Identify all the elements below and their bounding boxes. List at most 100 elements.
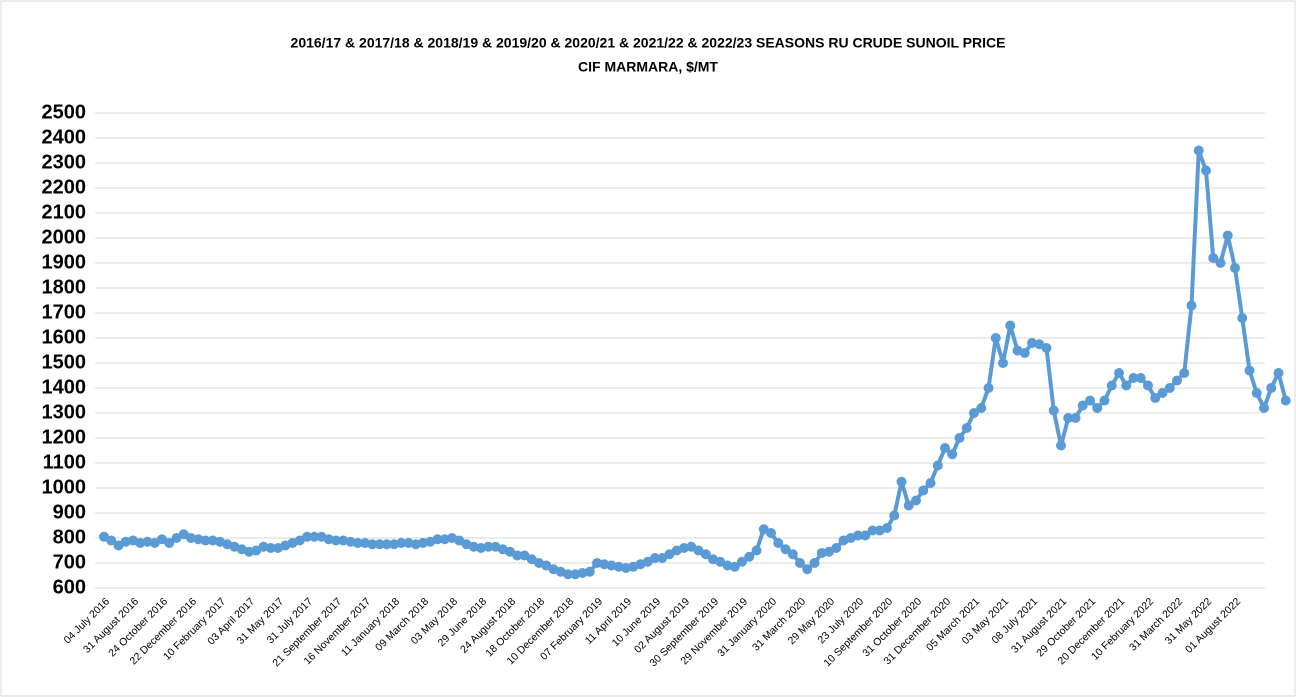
point — [1005, 320, 1016, 331]
point — [1251, 388, 1262, 398]
point — [729, 561, 740, 572]
point — [1244, 365, 1255, 376]
point — [751, 545, 762, 556]
point — [1114, 368, 1124, 378]
y-tick-label: 2400 — [42, 126, 87, 148]
point — [512, 550, 523, 561]
point — [787, 549, 798, 560]
point — [766, 528, 776, 538]
point — [1106, 380, 1117, 391]
point — [1077, 400, 1088, 411]
point — [990, 333, 1001, 343]
point — [483, 541, 494, 552]
y-tick-label: 1500 — [42, 351, 87, 373]
y-tick-label: 900 — [53, 501, 86, 523]
y-tick-label: 1300 — [42, 401, 87, 423]
y-tick-label: 800 — [53, 526, 86, 548]
point — [1128, 373, 1139, 383]
point — [1041, 343, 1052, 353]
point — [998, 358, 1008, 368]
point — [1259, 403, 1269, 413]
point — [940, 443, 950, 453]
point — [700, 549, 711, 560]
point — [1063, 413, 1074, 423]
point — [1143, 380, 1153, 391]
point — [164, 538, 175, 548]
point — [374, 539, 385, 550]
point — [889, 510, 900, 521]
point — [1150, 393, 1161, 403]
point — [1048, 405, 1059, 416]
y-tick-label: 2100 — [42, 201, 87, 223]
y-tick-label: 2000 — [42, 226, 87, 248]
point — [795, 558, 805, 568]
point — [976, 403, 987, 413]
y-tick-label: 1600 — [42, 326, 87, 348]
point — [1092, 403, 1103, 413]
point — [1070, 413, 1081, 423]
point — [809, 558, 820, 568]
point — [1222, 230, 1233, 241]
point — [983, 383, 994, 393]
y-tick-label: 2500 — [42, 101, 87, 123]
y-tick-label: 1700 — [42, 301, 87, 323]
point — [773, 538, 784, 548]
point — [802, 564, 813, 575]
y-tick-label: 1200 — [42, 426, 87, 448]
point — [947, 449, 958, 460]
y-tick-label: 1900 — [42, 251, 87, 273]
y-tick-label: 2200 — [42, 176, 87, 198]
point — [903, 500, 914, 511]
point — [1019, 348, 1030, 358]
point — [911, 495, 921, 506]
point — [1215, 258, 1226, 268]
point — [1099, 395, 1110, 406]
point — [584, 566, 595, 577]
point — [381, 539, 392, 550]
point — [932, 460, 943, 471]
point — [1085, 395, 1095, 406]
point — [1208, 253, 1219, 263]
point — [1056, 440, 1066, 451]
point — [918, 485, 929, 496]
y-tick-label: 1800 — [42, 276, 87, 298]
point — [367, 539, 378, 550]
point — [1201, 165, 1211, 176]
point — [882, 523, 892, 533]
point — [302, 531, 312, 542]
point — [563, 569, 573, 580]
point — [432, 534, 443, 545]
y-tick-label: 600 — [53, 576, 86, 598]
point — [1273, 368, 1284, 378]
point — [969, 408, 979, 418]
point — [867, 525, 878, 536]
point — [650, 553, 660, 563]
point — [780, 544, 791, 555]
point — [1157, 388, 1168, 398]
point — [896, 476, 907, 487]
point — [352, 538, 363, 548]
point — [1266, 383, 1277, 393]
point — [309, 531, 320, 542]
point — [860, 530, 871, 541]
point — [331, 535, 341, 546]
point — [737, 556, 747, 567]
point — [200, 535, 211, 546]
y-tick-label: 2300 — [42, 151, 87, 173]
point — [396, 538, 407, 548]
y-tick-label: 1100 — [43, 451, 86, 473]
chart-subtitle: CIF MARMARA, $/MT — [578, 59, 718, 75]
point — [1121, 380, 1132, 391]
chart-title: 2016/17 & 2017/18 & 2018/19 & 2019/20 & … — [291, 35, 1006, 51]
point — [1164, 383, 1175, 393]
point — [1135, 373, 1146, 383]
y-tick-label: 700 — [53, 551, 86, 573]
point — [1172, 375, 1182, 386]
point — [853, 530, 863, 541]
point — [1280, 395, 1291, 406]
point — [106, 535, 117, 546]
point — [925, 478, 936, 488]
y-tick-label: 1000 — [42, 476, 87, 498]
